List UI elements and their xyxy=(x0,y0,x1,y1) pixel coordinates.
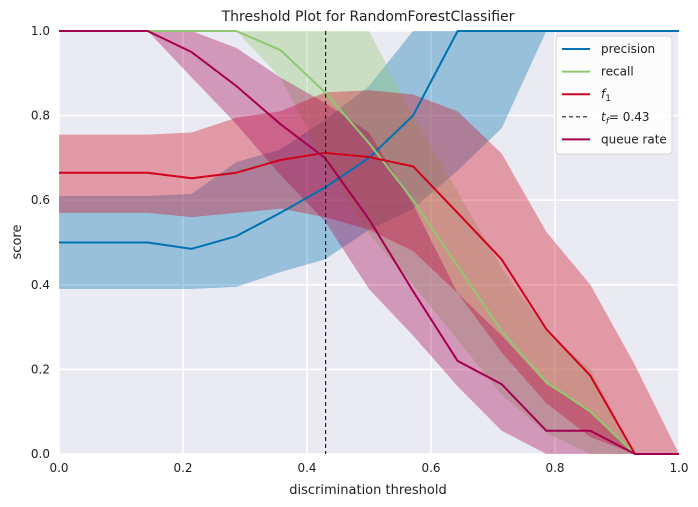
recall-line xyxy=(59,30,679,455)
y-axis-ticks: 0.0 0.2 0.4 0.6 0.8 1.0 xyxy=(31,24,50,461)
y-tick-label: 0.4 xyxy=(31,278,50,292)
legend-precision-label: precision xyxy=(601,42,655,56)
y-tick-label: 1.0 xyxy=(31,24,50,38)
x-tick-label: 0.6 xyxy=(421,461,440,475)
legend-recall-label: recall xyxy=(601,65,634,79)
x-tick-label: 0.2 xyxy=(173,461,192,475)
queue-rate-band xyxy=(59,31,679,454)
y-tick-label: 0.6 xyxy=(31,193,50,207)
series-lines xyxy=(59,30,679,455)
y-axis-title: score xyxy=(10,225,25,260)
x-tick-label: 0.8 xyxy=(545,461,564,475)
y-tick-label: 0.8 xyxy=(31,109,50,123)
x-tick-label: 0.4 xyxy=(297,461,316,475)
legend-threshold-label: tf= 0.43 xyxy=(601,110,649,127)
precision-line xyxy=(59,30,679,250)
y-tick-label: 0.0 xyxy=(31,447,50,461)
x-axis-title: discrimination threshold xyxy=(289,483,446,498)
queue-rate-line xyxy=(59,30,679,455)
legend-box xyxy=(555,35,673,155)
f1-line xyxy=(59,151,679,455)
precision-band xyxy=(59,31,679,290)
y-tick-label: 0.2 xyxy=(31,362,50,376)
x-axis-ticks: 0.0 0.2 0.4 0.6 0.8 1.0 xyxy=(49,461,688,475)
confidence-bands xyxy=(59,31,679,454)
x-tick-label: 0.0 xyxy=(49,461,68,475)
chart-title: Threshold Plot for RandomForestClassifie… xyxy=(221,9,515,25)
legend: precision recall f1 tf= 0.43 queue rate xyxy=(555,35,673,155)
legend-f1-label: f1 xyxy=(601,87,611,104)
f1-band xyxy=(59,90,679,454)
x-tick-label: 1.0 xyxy=(669,461,688,475)
legend-queue-rate-label: queue rate xyxy=(601,132,667,146)
recall-band xyxy=(59,31,679,454)
